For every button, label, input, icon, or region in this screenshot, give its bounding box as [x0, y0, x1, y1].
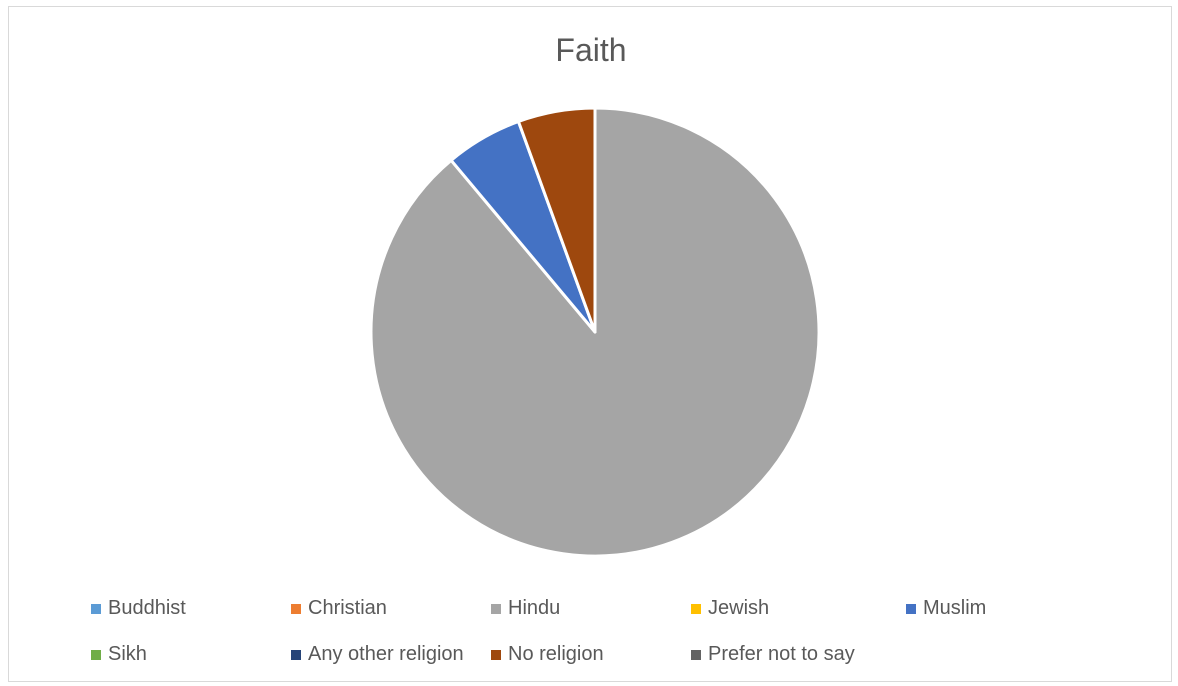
- legend-item-sikh: Sikh: [91, 643, 147, 666]
- legend-label: Christian: [308, 597, 387, 619]
- legend-item-muslim: Muslim: [906, 597, 986, 620]
- legend-swatch: [291, 603, 301, 614]
- legend-label: Buddhist: [108, 597, 186, 619]
- chart-area: Faith Buddhist Christian Hindu Jewish Muslim…: [8, 6, 1172, 682]
- pie-slice-no-religion: [516, 106, 597, 334]
- legend-swatch: [491, 603, 501, 614]
- legend-swatch: [91, 603, 101, 614]
- legend-item-any-other-religion: Any other religion: [291, 643, 464, 666]
- legend-label: Any other religion: [308, 643, 464, 665]
- legend-label: Jewish: [708, 597, 770, 619]
- legend-label: Muslim: [923, 597, 987, 619]
- chart-title: Faith: [555, 32, 627, 68]
- legend-swatch: [291, 649, 301, 660]
- legend-swatch: [91, 649, 101, 660]
- legend-label: Sikh: [108, 643, 147, 665]
- pie-chart: [369, 106, 821, 558]
- legend-swatch: [906, 603, 916, 614]
- legend-label: Hindu: [508, 597, 561, 619]
- legend-item-jewish: Jewish: [691, 597, 769, 620]
- legend-label: Prefer not to say: [708, 643, 855, 665]
- legend-item-hindu: Hindu: [491, 597, 560, 620]
- legend-swatch: [491, 649, 501, 660]
- legend-item-prefer-not-to-say: Prefer not to say: [691, 643, 855, 666]
- legend-item-christian: Christian: [291, 597, 387, 620]
- legend-item-no-religion: No religion: [491, 643, 604, 666]
- legend-swatch: [691, 649, 701, 660]
- legend-item-buddhist: Buddhist: [91, 597, 186, 620]
- legend-swatch: [691, 603, 701, 614]
- legend-label: No religion: [508, 643, 604, 665]
